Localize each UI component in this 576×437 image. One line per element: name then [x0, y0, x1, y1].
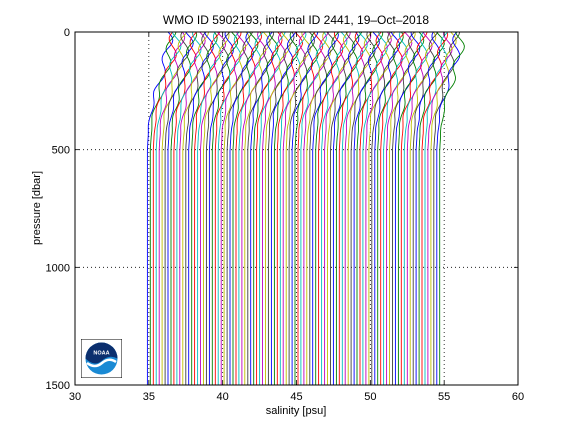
profile-line [167, 31, 194, 385]
profile-line [386, 31, 413, 385]
profile-line [433, 31, 461, 385]
profile-line [324, 31, 351, 385]
profile-line [267, 31, 295, 385]
profile-line [430, 31, 457, 385]
profile-line [330, 31, 356, 385]
noaa-logo-icon: NOAA [80, 338, 123, 379]
profile-line [359, 31, 384, 385]
profile-line [347, 31, 373, 385]
profile-line [188, 31, 214, 385]
profile-line [259, 31, 286, 385]
profile-line [392, 31, 416, 385]
y-axis-label: pressure [dbar] [31, 171, 43, 245]
x-tick-label: 60 [512, 391, 524, 403]
profile-line [223, 31, 250, 385]
profile-line [368, 31, 395, 385]
profile-line [179, 31, 206, 385]
x-tick-label: 45 [290, 391, 302, 403]
profile-line [406, 31, 433, 385]
profile-line [374, 31, 401, 385]
profile-line [335, 31, 363, 385]
profile-line [232, 31, 259, 385]
grid-lines [75, 32, 518, 385]
x-tick-label: 40 [217, 391, 229, 403]
profile-line [400, 31, 428, 385]
profile-line [332, 31, 360, 385]
profile-line [297, 31, 324, 385]
profile-line [238, 31, 264, 385]
x-tick-label: 35 [143, 391, 155, 403]
profile-line [439, 31, 465, 385]
profile-line [158, 31, 186, 385]
y-tick-label: 1000 [46, 262, 70, 274]
axis-ticks: 30 35 40 45 50 55 60 0 500 1000 1500 [46, 27, 525, 403]
x-axis-label: salinity [psu] [266, 405, 327, 417]
x-tick-label: 55 [438, 391, 450, 403]
profile-line [300, 31, 327, 385]
x-tick-label: 50 [364, 391, 376, 403]
profile-line [149, 31, 177, 385]
profile-line [220, 31, 247, 385]
profile-line [265, 31, 291, 385]
profile-line [244, 31, 271, 385]
y-tick-label: 1500 [46, 380, 70, 392]
profile-line [203, 31, 230, 385]
profile-line [309, 31, 336, 385]
profile-line [397, 31, 425, 385]
profile-line [279, 31, 307, 385]
profile-line [344, 31, 372, 385]
profile-line [321, 31, 348, 385]
y-tick-label: 500 [52, 145, 70, 157]
profile-line [353, 31, 380, 385]
profile-line [270, 31, 297, 385]
profile-line [303, 31, 330, 385]
profile-line [341, 31, 368, 385]
profile-line [170, 31, 198, 385]
profile-line [412, 31, 439, 385]
y-tick-label: 0 [64, 27, 70, 39]
profile-line [194, 31, 221, 385]
profile-line [146, 31, 174, 385]
profile-line [250, 31, 274, 385]
profile-line [389, 31, 416, 385]
x-tick-label: 30 [69, 391, 81, 403]
profile-line [217, 31, 242, 385]
profile-line [155, 31, 182, 385]
profile-line [211, 31, 238, 385]
profile-line [235, 31, 262, 385]
profile-line [247, 32, 274, 385]
profile-line [182, 31, 210, 385]
profile-line [421, 31, 449, 385]
profile-line [291, 31, 319, 385]
profile-line [327, 31, 351, 385]
profile-line [315, 31, 340, 385]
profile-line [214, 31, 242, 385]
profile-line [191, 31, 218, 385]
profile-line [256, 31, 283, 385]
profile-line [200, 31, 227, 385]
profile-line [377, 31, 404, 385]
profile-line [380, 31, 406, 385]
profile-line [276, 31, 304, 385]
profile-line [205, 31, 231, 385]
profile-line [161, 31, 188, 385]
profile-line [424, 31, 449, 385]
profile-line [288, 31, 315, 385]
chart-title: WMO ID 5902193, internal ID 2441, 19–Oct… [163, 13, 429, 27]
noaa-logo-text: NOAA [93, 351, 109, 357]
profile-lines [146, 31, 465, 385]
profile-line [409, 31, 437, 385]
profile-line [226, 31, 253, 385]
profile-line [365, 31, 392, 385]
profile-line [356, 31, 384, 385]
profile-line [282, 31, 307, 385]
profile-line [173, 31, 198, 385]
profile-line [418, 31, 445, 385]
profile-line [312, 31, 339, 385]
